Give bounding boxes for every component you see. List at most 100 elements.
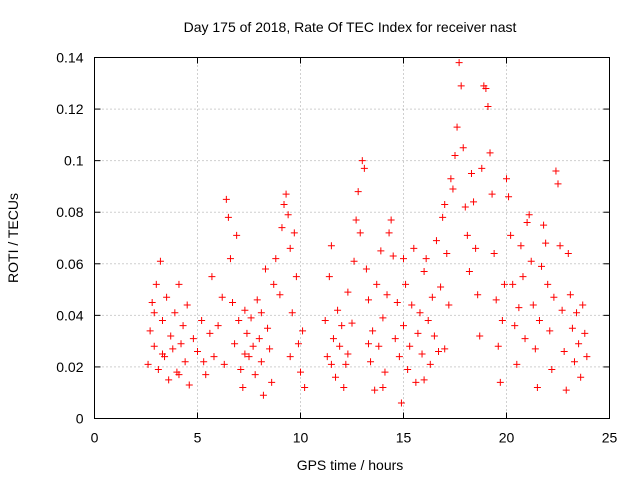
data-point (509, 280, 517, 288)
data-point (222, 195, 230, 203)
data-point (356, 229, 364, 237)
data-point (144, 360, 152, 368)
data-point (402, 280, 410, 288)
data-point (194, 347, 201, 355)
x-tick-label: 20 (499, 430, 515, 446)
data-point (451, 151, 459, 159)
data-point (276, 291, 284, 299)
data-point (150, 342, 158, 350)
data-point (408, 301, 416, 309)
data-point (437, 283, 445, 291)
data-point (577, 373, 585, 381)
data-point (544, 280, 552, 288)
data-point (233, 231, 241, 239)
data-point (379, 384, 387, 392)
data-point (465, 268, 473, 276)
data-point (224, 213, 232, 221)
data-point (280, 200, 288, 208)
y-tick-label: 0.06 (56, 256, 83, 272)
data-point (474, 291, 482, 299)
data-point (404, 366, 412, 374)
data-point (550, 293, 558, 301)
data-point (441, 200, 449, 208)
data-point (247, 314, 255, 322)
data-point (364, 296, 372, 304)
data-point (175, 371, 183, 379)
data-point (179, 322, 187, 330)
data-point (286, 353, 294, 361)
data-point (507, 231, 515, 239)
data-point (449, 185, 457, 193)
data-point (169, 345, 177, 353)
data-point (503, 175, 510, 183)
y-tick-label: 0 (76, 411, 84, 427)
axis-ticks (94, 57, 610, 419)
data-point (457, 82, 465, 90)
data-point (148, 298, 156, 306)
data-point (453, 123, 461, 131)
data-point (463, 231, 471, 239)
data-point (515, 304, 523, 312)
data-point (494, 342, 502, 350)
data-point (210, 353, 218, 361)
data-point (369, 327, 377, 335)
data-point (237, 366, 245, 374)
data-point (208, 273, 216, 281)
data-point (239, 384, 247, 392)
data-point (505, 193, 513, 201)
data-point (214, 322, 222, 330)
data-point (478, 164, 486, 172)
y-tick-label: 0.14 (56, 50, 83, 66)
data-point (548, 366, 556, 374)
data-point (344, 350, 352, 358)
data-point (327, 360, 335, 368)
data-point (573, 309, 581, 317)
data-point (412, 378, 420, 386)
data-point (428, 293, 436, 301)
data-point (432, 237, 440, 245)
data-point (383, 291, 391, 299)
data-point (527, 257, 535, 265)
data-point (241, 306, 249, 314)
data-point (424, 317, 432, 325)
data-point (266, 345, 274, 353)
chart-title: Day 175 of 2018, Rate Of TEC Index for r… (184, 19, 517, 35)
data-point (418, 350, 426, 358)
data-point (264, 324, 272, 332)
data-point (521, 335, 529, 343)
data-point (529, 301, 537, 309)
data-point (261, 265, 269, 273)
data-point (558, 306, 566, 314)
data-point (562, 386, 570, 394)
data-point (496, 378, 504, 386)
data-point (297, 368, 304, 376)
data-point (422, 255, 430, 263)
data-point (482, 84, 490, 92)
data-point (327, 242, 335, 250)
data-point (202, 371, 210, 379)
data-point (158, 350, 166, 358)
data-point (171, 309, 179, 317)
data-point (447, 175, 455, 183)
data-point (253, 296, 261, 304)
data-point (158, 317, 166, 325)
data-point (150, 309, 158, 317)
x-tick-label: 0 (91, 430, 99, 446)
data-point (570, 358, 578, 366)
data-point (272, 255, 280, 263)
data-point (245, 353, 253, 361)
data-point (284, 211, 292, 219)
data-point (189, 335, 197, 343)
data-point (560, 347, 568, 355)
data-point (200, 358, 208, 366)
x-tick-label: 15 (396, 430, 412, 446)
y-tick-label: 0.1 (64, 153, 84, 169)
data-point (568, 324, 576, 332)
x-axis-tick-labels: 0 5 10 15 20 25 (91, 430, 618, 446)
data-point (445, 301, 453, 309)
data-point (294, 340, 302, 348)
data-point (467, 170, 475, 178)
data-point (538, 262, 546, 270)
data-point (329, 335, 337, 343)
data-point (517, 242, 525, 250)
